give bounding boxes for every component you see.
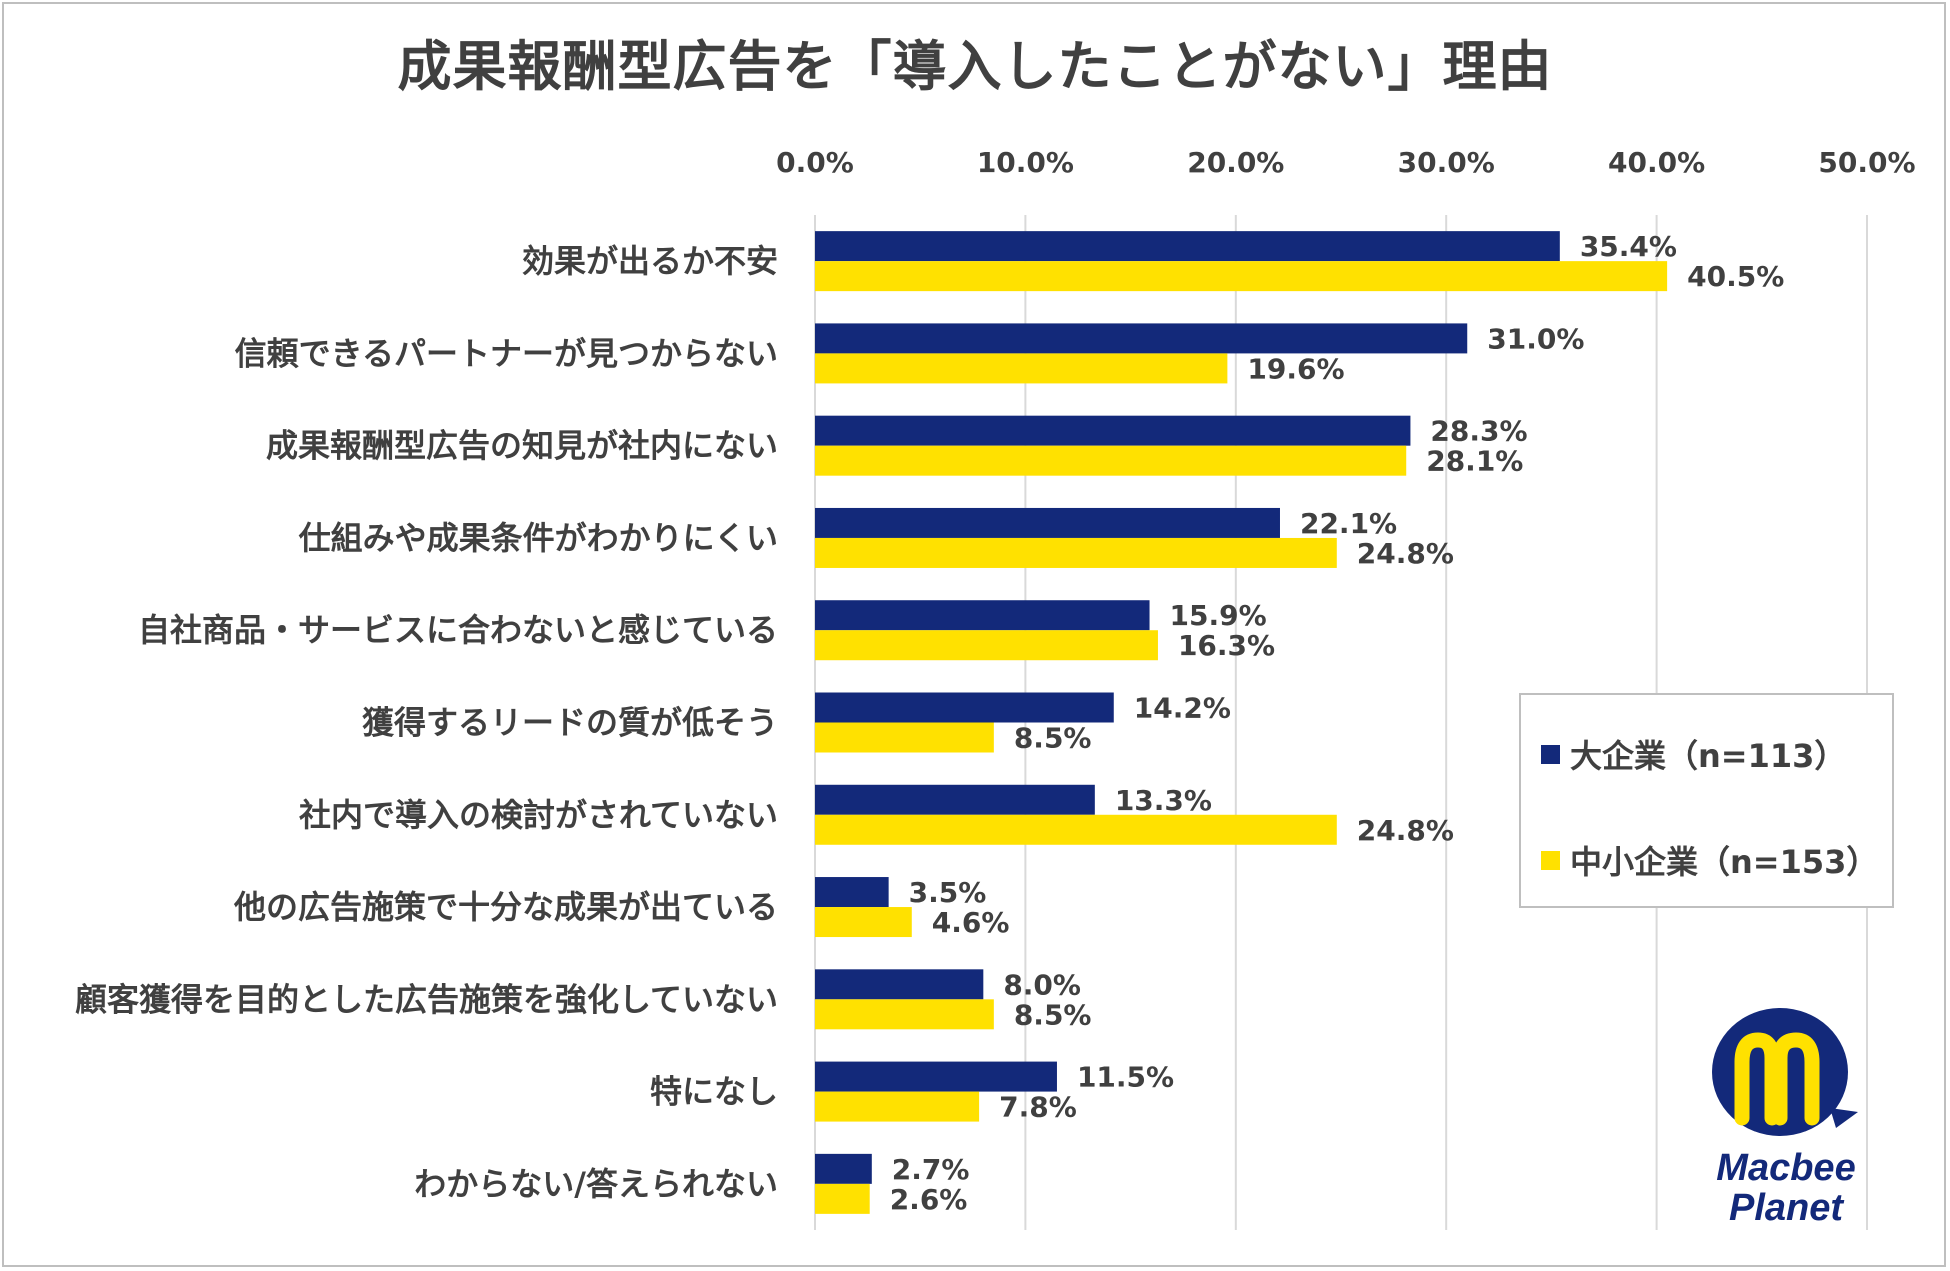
logo-text-line2: Planet — [1729, 1187, 1844, 1229]
category-label: 効果が出るか不安 — [522, 242, 778, 280]
bar-sme — [815, 1091, 980, 1122]
category-label: 成果報酬型広告の知見が社内にない — [266, 427, 778, 465]
category-label: 社内で導入の検討がされていない — [299, 796, 778, 834]
data-label: 11.5% — [1077, 1061, 1174, 1094]
legend-item-large: 大企業（n=113） — [1541, 731, 1846, 777]
data-label: 13.3% — [1115, 784, 1212, 817]
data-label: 8.5% — [1014, 722, 1092, 755]
legend-label-sme: 中小企業（n=153） — [1570, 843, 1879, 881]
bar-large — [815, 323, 1468, 354]
logo-text-line1: Macbee — [1716, 1147, 1855, 1189]
x-tick-label: 40.0% — [1608, 146, 1705, 179]
legend-item-sme: 中小企業（n=153） — [1541, 837, 1878, 883]
data-label: 8.5% — [1014, 998, 1092, 1031]
macbee-planet-logo: Macbee Planet — [1712, 1008, 1858, 1229]
x-tick-label: 0.0% — [776, 146, 854, 179]
bar-large — [815, 507, 1280, 538]
data-label: 8.0% — [1003, 968, 1081, 1001]
bar-large — [815, 1061, 1057, 1092]
bar-large — [815, 1153, 872, 1184]
bar-sme — [815, 999, 994, 1030]
bar-sme — [815, 261, 1668, 292]
legend: 大企業（n=113） 中小企業（n=153） — [1519, 693, 1894, 908]
chart-title: 成果報酬型広告を「導入したことがない」理由 — [397, 35, 1553, 98]
x-tick-label: 20.0% — [1187, 146, 1284, 179]
data-label: 28.3% — [1430, 415, 1527, 448]
data-label: 31.0% — [1487, 322, 1584, 355]
data-label: 22.1% — [1300, 507, 1397, 540]
legend-swatch-sme — [1541, 850, 1560, 870]
bar-sme — [815, 722, 994, 753]
bar-large — [815, 969, 984, 1000]
x-tick-label: 30.0% — [1398, 146, 1495, 179]
category-label: 特になし — [650, 1073, 778, 1111]
category-label: わからない/答えられない — [414, 1165, 778, 1203]
data-label: 2.7% — [892, 1153, 970, 1186]
category-label: 顧客獲得を目的とした広告施策を強化していない — [75, 980, 778, 1018]
bar-large — [815, 784, 1095, 815]
category-label: 仕組みや成果条件がわかりにくい — [299, 519, 778, 557]
data-label: 2.6% — [890, 1183, 968, 1216]
bar-large — [815, 877, 889, 908]
bar-sme — [815, 630, 1158, 661]
bar-sme — [815, 814, 1337, 845]
data-label: 24.8% — [1357, 537, 1454, 570]
bar-sme — [815, 353, 1228, 384]
bar-large — [815, 600, 1150, 631]
category-label: 信頼できるパートナーが見つからない — [235, 334, 778, 372]
category-label: 獲得するリードの質が低そう — [362, 704, 778, 742]
data-label: 14.2% — [1134, 692, 1231, 725]
data-label: 16.3% — [1178, 629, 1275, 662]
data-label: 35.4% — [1580, 230, 1677, 263]
data-label: 3.5% — [909, 876, 987, 909]
bar-sme — [815, 445, 1407, 476]
bar-large — [815, 415, 1411, 446]
bar-large — [815, 231, 1560, 262]
bar-sme — [815, 1183, 870, 1214]
category-label: 他の広告施策で十分な成果が出ている — [233, 888, 778, 926]
category-label: 自社商品・サービスに合わないと感じている — [138, 611, 778, 649]
legend-swatch-large — [1541, 744, 1560, 764]
legend-label-large: 大企業（n=113） — [1570, 737, 1847, 775]
x-tick-label: 50.0% — [1818, 146, 1915, 179]
x-tick-label: 10.0% — [977, 146, 1074, 179]
bar-large — [815, 692, 1114, 723]
data-label: 7.8% — [999, 1091, 1077, 1124]
logo-m-mark — [1734, 1032, 1820, 1126]
bar-sme — [815, 537, 1337, 568]
data-label: 40.5% — [1687, 260, 1784, 293]
data-label: 28.1% — [1426, 445, 1523, 478]
data-label: 19.6% — [1247, 352, 1344, 385]
logo-tail — [1830, 1108, 1858, 1128]
data-label: 4.6% — [932, 906, 1010, 939]
data-label: 15.9% — [1170, 599, 1267, 632]
bar-sme — [815, 907, 912, 938]
data-label: 24.8% — [1357, 814, 1454, 847]
